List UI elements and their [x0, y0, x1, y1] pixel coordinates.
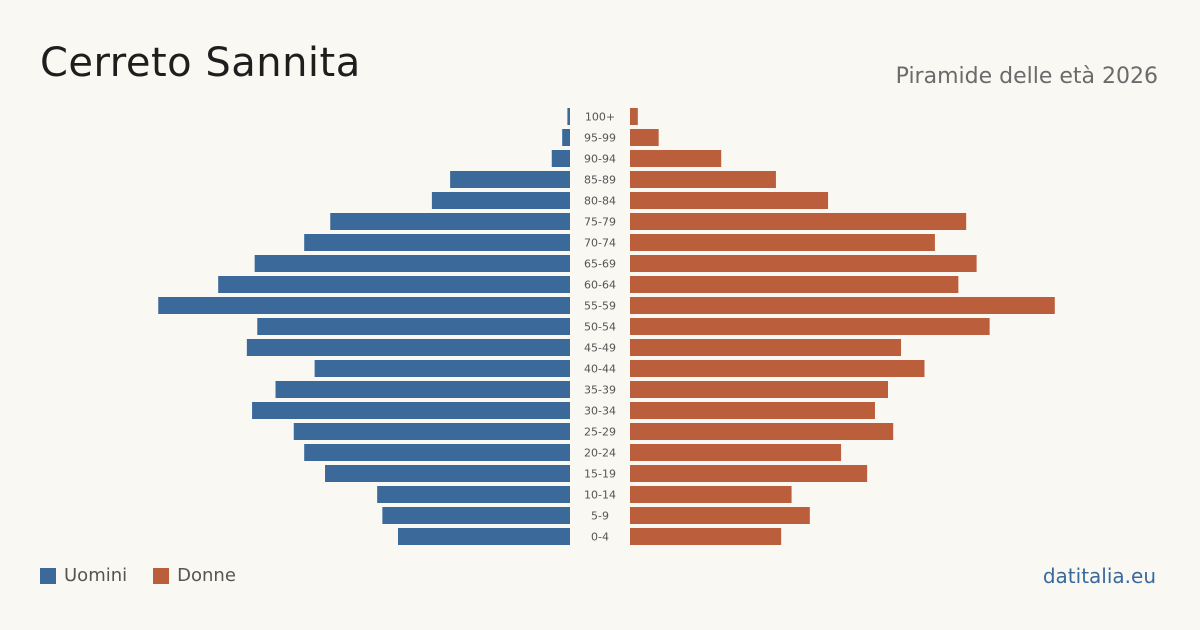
bar-men-55-59	[158, 297, 570, 314]
legend-label-men: Uomini	[64, 565, 128, 586]
age-label-15-19: 15-19	[584, 468, 616, 481]
bar-women-85-89	[630, 171, 776, 188]
bar-men-40-44	[314, 360, 570, 377]
age-label-90-94: 90-94	[584, 153, 616, 166]
age-label-30-34: 30-34	[584, 405, 616, 418]
bar-women-50-54	[630, 318, 990, 335]
bar-men-15-19	[325, 465, 570, 482]
bar-men-85-89	[450, 171, 570, 188]
legend-swatch-men	[40, 567, 56, 584]
bar-women-75-79	[630, 213, 967, 230]
age-label-20-24: 20-24	[584, 447, 616, 460]
age-label-40-44: 40-44	[584, 363, 616, 376]
bar-men-30-34	[252, 402, 570, 419]
legend-item-women: Donne	[153, 565, 236, 586]
age-label-65-69: 65-69	[584, 258, 616, 271]
bar-women-10-14	[630, 486, 792, 503]
age-label-0-4: 0-4	[591, 531, 609, 544]
age-label-50-54: 50-54	[584, 321, 616, 334]
bar-men-80-84	[431, 192, 570, 209]
bar-women-0-4	[630, 528, 782, 545]
bar-women-15-19	[630, 465, 868, 482]
bar-women-100plus	[630, 108, 638, 125]
age-label-10-14: 10-14	[584, 489, 616, 502]
legend: Uomini Donne	[40, 565, 236, 586]
bar-men-35-39	[275, 381, 570, 398]
legend-label-women: Donne	[177, 565, 236, 586]
bar-women-45-49	[630, 339, 902, 356]
bar-men-25-29	[293, 423, 570, 440]
bar-men-50-54	[257, 318, 570, 335]
page-title: Cerreto Sannita	[40, 40, 361, 86]
age-label-5-9: 5-9	[591, 510, 609, 523]
age-label-95-99: 95-99	[584, 132, 616, 145]
chart-subtitle: Piramide delle età 2026	[895, 64, 1158, 89]
bar-men-90-94	[551, 150, 570, 167]
age-label-35-39: 35-39	[584, 384, 616, 397]
bar-women-35-39	[630, 381, 888, 398]
brand-link[interactable]: datitalia.eu	[1042, 564, 1156, 588]
bar-women-70-74	[630, 234, 935, 251]
age-label-70-74: 70-74	[584, 237, 616, 250]
bar-women-20-24	[630, 444, 842, 461]
bar-women-95-99	[630, 129, 659, 146]
bar-men-95-99	[562, 129, 570, 146]
bar-men-60-64	[218, 276, 570, 293]
age-label-80-84: 80-84	[584, 195, 616, 208]
bar-men-5-9	[382, 507, 570, 524]
age-label-85-89: 85-89	[584, 174, 616, 187]
age-label-75-79: 75-79	[584, 216, 616, 229]
bar-men-0-4	[398, 528, 570, 545]
bar-men-75-79	[330, 213, 570, 230]
age-label-55-59: 55-59	[584, 300, 616, 313]
bar-women-80-84	[630, 192, 829, 209]
bar-women-30-34	[630, 402, 875, 419]
legend-swatch-women	[153, 567, 170, 584]
bar-men-65-69	[254, 255, 570, 272]
bar-men-70-74	[304, 234, 570, 251]
bar-men-20-24	[304, 444, 570, 461]
bar-women-90-94	[630, 150, 722, 167]
bar-women-40-44	[630, 360, 925, 377]
age-label-25-29: 25-29	[584, 426, 616, 439]
bar-men-10-14	[377, 486, 570, 503]
bar-men-100plus	[567, 108, 570, 125]
bar-men-45-49	[246, 339, 570, 356]
legend-item-men: Uomini	[40, 565, 127, 586]
bar-women-5-9	[630, 507, 810, 524]
bar-women-55-59	[630, 297, 1055, 314]
bar-women-60-64	[630, 276, 959, 293]
age-label-60-64: 60-64	[584, 279, 616, 292]
age-label-45-49: 45-49	[584, 342, 616, 355]
bar-women-25-29	[630, 423, 894, 440]
age-label-100plus: 100+	[585, 111, 615, 124]
bar-women-65-69	[630, 255, 977, 272]
